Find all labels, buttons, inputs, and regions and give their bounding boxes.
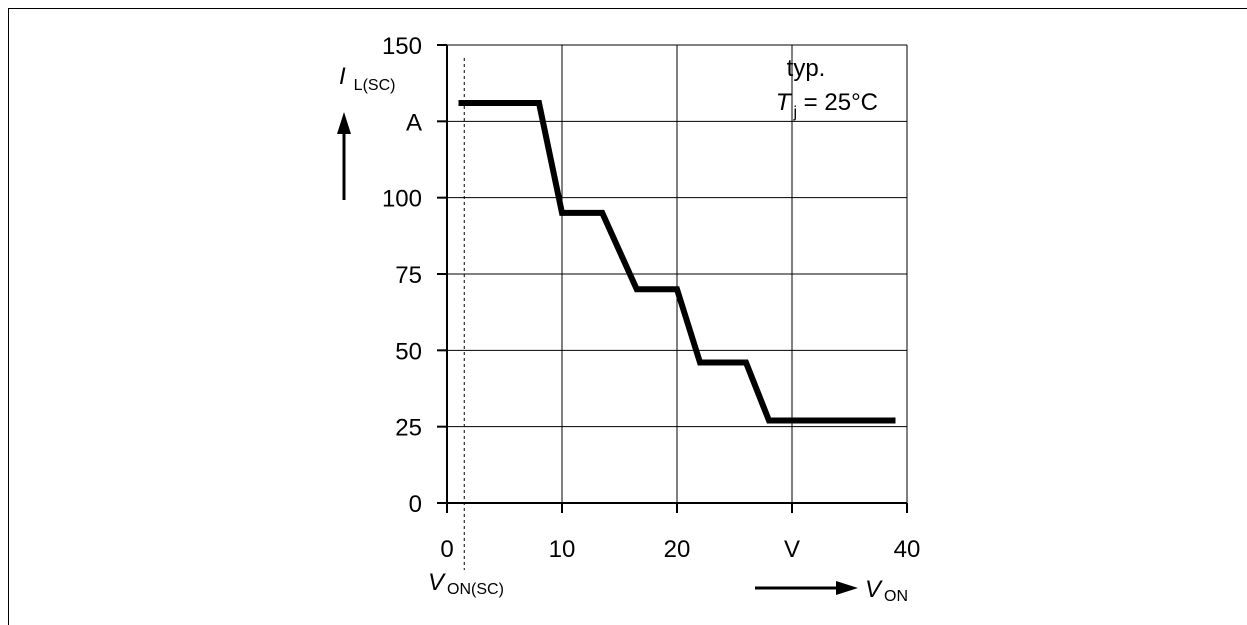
von-sc-symbol: V bbox=[428, 569, 446, 596]
x-tick-label: 20 bbox=[664, 536, 691, 563]
x-axis-subscript: ON bbox=[884, 588, 908, 605]
x-axis-symbol: V bbox=[865, 576, 883, 603]
outer-border bbox=[8, 8, 1247, 625]
current-curve bbox=[458, 100, 896, 424]
y-axis-subscript: L(SC) bbox=[354, 77, 396, 94]
y-tick-label: 25 bbox=[395, 415, 422, 442]
x-tick-label: V bbox=[784, 536, 800, 563]
x-tick-label: 10 bbox=[549, 536, 576, 563]
y-axis-arrowhead bbox=[337, 112, 351, 134]
y-tick-label: A bbox=[406, 109, 422, 136]
y-tick-label: 150 bbox=[382, 33, 422, 60]
x-tick-label: 40 bbox=[894, 536, 921, 563]
annotation-subscript: j bbox=[792, 104, 797, 121]
x-axis-arrowhead bbox=[836, 581, 858, 595]
annotation-symbol: T bbox=[776, 89, 793, 116]
von-sc-subscript: ON(SC) bbox=[447, 581, 504, 598]
x-tick-label: 0 bbox=[440, 536, 453, 563]
y-tick-label: 0 bbox=[409, 491, 422, 518]
y-axis-label: I L(SC) bbox=[339, 63, 395, 94]
von-sc-label: V ON(SC) bbox=[428, 569, 504, 598]
y-tick-label: 75 bbox=[395, 262, 422, 289]
annotation-rest: = 25°C bbox=[797, 89, 878, 116]
y-tick-label: 50 bbox=[395, 338, 422, 365]
y-tick-label: 100 bbox=[382, 186, 422, 213]
y-axis-symbol: I bbox=[339, 63, 346, 90]
x-axis-label: V ON bbox=[865, 576, 908, 605]
grid-lines bbox=[447, 44, 908, 503]
tick-labels: 0 25 50 75 100 A 150 0 10 20 V 40 bbox=[382, 33, 920, 563]
plot-axes bbox=[437, 44, 908, 513]
annotation-typ: typ. bbox=[787, 55, 826, 82]
